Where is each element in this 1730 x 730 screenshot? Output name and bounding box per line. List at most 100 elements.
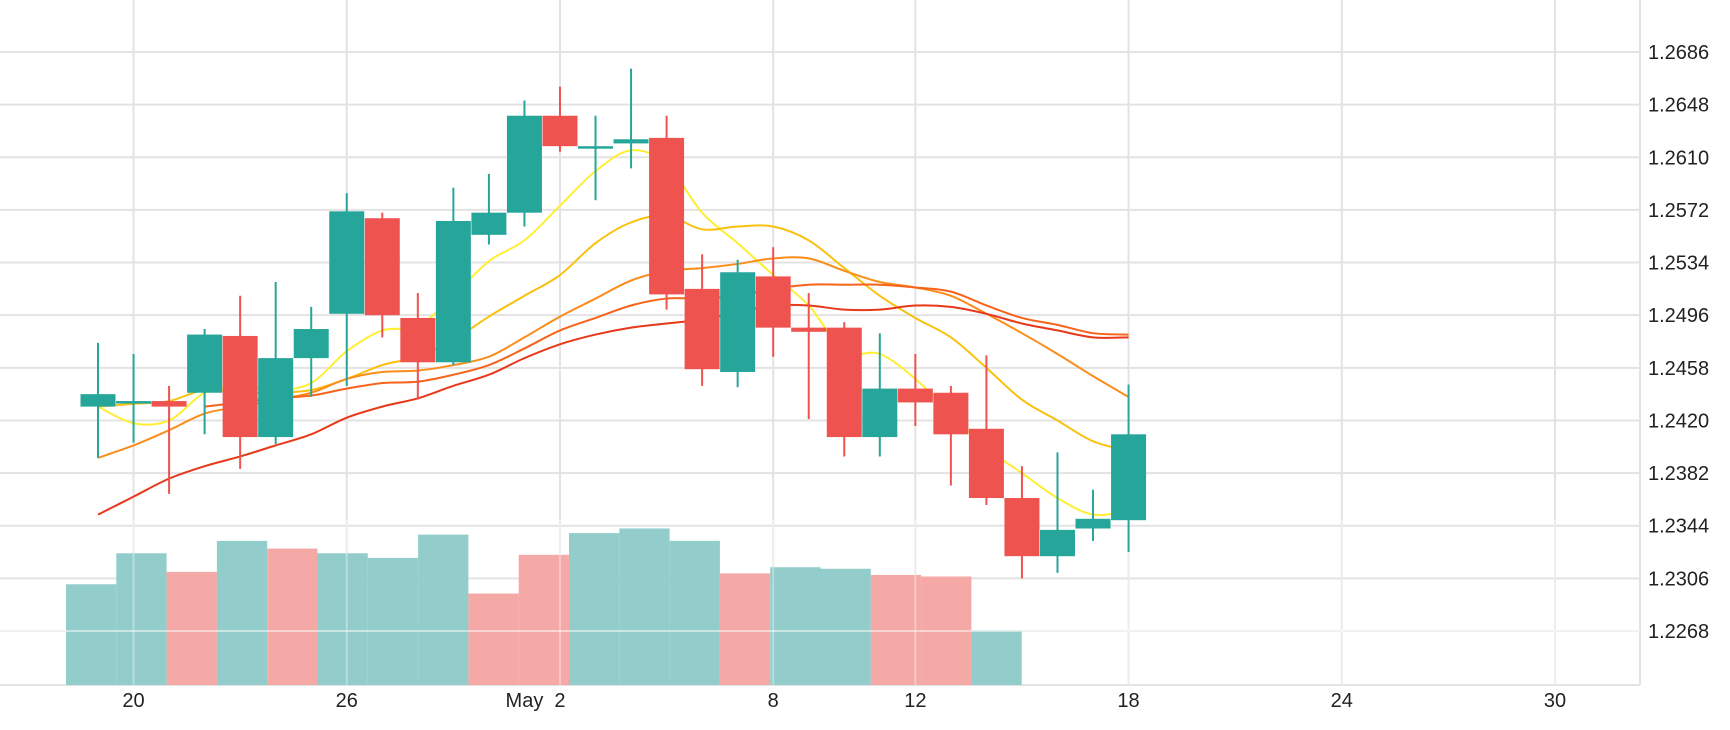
candle [542, 86, 578, 152]
candle-body [1039, 529, 1075, 557]
volume-bar [166, 571, 217, 685]
candle-body [293, 329, 329, 359]
ma-line-5 [97, 303, 1129, 516]
y-tick-label: 1.2648 [1648, 95, 1709, 117]
volume-bar [418, 534, 469, 685]
candle [933, 385, 969, 486]
y-tick-label: 1.2344 [1648, 516, 1709, 538]
candle-body [578, 146, 614, 149]
candle-body [968, 428, 1004, 499]
x-tick-label: May [506, 690, 544, 712]
candle [649, 115, 685, 310]
x-tick-label: 18 [1117, 690, 1139, 712]
y-tick-label: 1.2686 [1648, 42, 1709, 64]
candles [80, 68, 1147, 579]
candle [578, 115, 614, 201]
candle-body [791, 327, 827, 332]
volume-bar [619, 528, 670, 685]
candle [1004, 466, 1040, 579]
candle [684, 254, 720, 386]
candle-body [222, 335, 258, 438]
candle-body [400, 317, 436, 363]
candle [826, 322, 862, 457]
volume-bar [216, 540, 268, 685]
x-tick-label: 12 [904, 690, 926, 712]
candle-body [1075, 518, 1111, 529]
y-tick-label: 1.2306 [1648, 568, 1709, 590]
candle [862, 333, 898, 457]
y-tick-label: 1.2496 [1648, 305, 1709, 327]
volume-bar [669, 540, 720, 685]
candle-body [187, 334, 223, 393]
candle-body [826, 327, 862, 438]
price-axis: 1.2686 1.2648 1.2610 1.2572 1.2534 1.2496 1.24… [1648, 42, 1709, 643]
y-tick-label: 1.2382 [1648, 463, 1709, 485]
candle [1111, 384, 1147, 553]
candle [506, 100, 542, 227]
candle-body [329, 211, 365, 314]
volume-bar [317, 553, 368, 685]
volume-bar [770, 567, 821, 685]
candle [720, 259, 756, 388]
candle-body [613, 139, 649, 144]
x-tick-label: 30 [1544, 690, 1566, 712]
candle [968, 355, 1004, 505]
candle [187, 329, 223, 435]
volume-bars [0, 520, 1640, 685]
volume-bar [518, 554, 569, 685]
volume-bar [66, 584, 117, 685]
candle [151, 385, 187, 494]
volume-bar [116, 553, 167, 685]
candle-body [506, 115, 542, 213]
candle [613, 68, 649, 169]
candle [258, 281, 294, 445]
candle-body [897, 388, 933, 403]
candle [116, 353, 152, 443]
candle-body [258, 358, 294, 438]
x-tick-label: 26 [336, 690, 358, 712]
candle-body [80, 394, 116, 407]
y-tick-label: 1.2268 [1648, 621, 1709, 643]
y-tick-label: 1.2572 [1648, 200, 1709, 222]
candle-body [435, 220, 471, 363]
candle [1039, 452, 1075, 573]
date-axis: 20 26 May 2 8 12 18 24 30 [122, 690, 1566, 712]
volume-bar [468, 593, 519, 685]
volume-bar [719, 573, 771, 685]
x-tick-label: 20 [122, 690, 144, 712]
y-tick-label: 1.2534 [1648, 253, 1709, 275]
candle [435, 187, 471, 366]
candle [329, 193, 365, 386]
x-tick-label: 8 [768, 690, 779, 712]
y-tick-label: 1.2420 [1648, 410, 1709, 432]
candle-body [684, 288, 720, 370]
candle-body [471, 212, 507, 235]
candle [897, 353, 933, 426]
candle [293, 306, 329, 397]
volume-bar [820, 568, 871, 685]
candle-body [542, 115, 578, 147]
y-tick-label: 1.2610 [1648, 147, 1709, 169]
candle-body [862, 388, 898, 438]
candle [755, 247, 791, 357]
candle-body [755, 276, 791, 328]
y-tick-label: 1.2458 [1648, 358, 1709, 380]
candle [791, 293, 827, 420]
x-tick-label: 2 [554, 690, 565, 712]
candle [80, 342, 116, 458]
volume-bar [267, 548, 318, 685]
candle-body [151, 401, 187, 407]
candle [1075, 489, 1111, 541]
candle [222, 295, 258, 469]
candle-body [1111, 434, 1147, 521]
candle-body [116, 401, 152, 404]
x-tick-label: 24 [1331, 690, 1353, 712]
candle-body [649, 137, 685, 295]
volume-bar [971, 630, 1022, 685]
candle [364, 212, 400, 338]
volume-bar [367, 557, 419, 685]
volume-bar [569, 533, 620, 685]
candle [471, 173, 507, 245]
candle [400, 293, 436, 400]
